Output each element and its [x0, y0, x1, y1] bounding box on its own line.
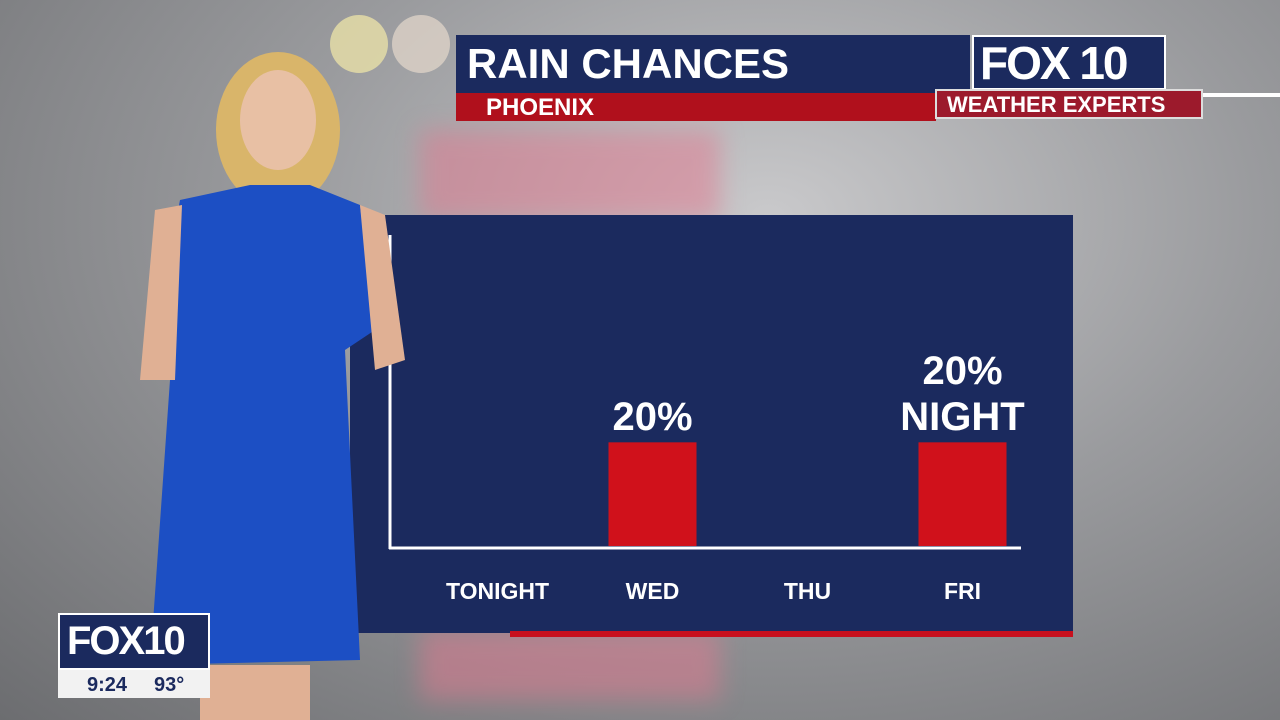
arm — [140, 205, 182, 380]
title: RAIN CHANCES — [467, 40, 790, 87]
bug-time: 9:24 — [87, 674, 128, 696]
face — [240, 70, 316, 170]
bar — [918, 442, 1007, 546]
subtitle-box — [456, 93, 936, 121]
bar — [608, 442, 697, 546]
logo: FOX 10 — [980, 37, 1129, 89]
dress — [150, 185, 375, 665]
value-label: 20% — [612, 395, 693, 440]
bug-info-box — [58, 670, 210, 698]
x-tick-label: FRI — [943, 578, 982, 604]
tagline-box — [935, 89, 1203, 119]
bg-light — [420, 630, 720, 700]
bg-light — [392, 15, 450, 73]
tagline: WEATHER EXPERTS — [947, 92, 1166, 117]
bg-light — [330, 15, 388, 73]
title-box — [456, 35, 970, 93]
bug-logo: FOX10 — [67, 619, 186, 663]
bug-box — [58, 613, 210, 670]
legs — [200, 665, 310, 720]
x-tick-label: TONIGHT — [445, 578, 550, 604]
bug-temp: 93° — [154, 674, 185, 696]
arm — [360, 205, 405, 370]
x-tick-label: WED — [625, 578, 680, 604]
x-tick-label: THU — [783, 578, 832, 604]
chart-panel — [350, 215, 1073, 633]
subtitle: PHOENIX — [486, 94, 595, 121]
panel-accent — [510, 631, 1073, 637]
bg-light — [420, 130, 720, 220]
rule — [1203, 93, 1280, 97]
value-label: 20% NIGHT — [900, 349, 1025, 440]
